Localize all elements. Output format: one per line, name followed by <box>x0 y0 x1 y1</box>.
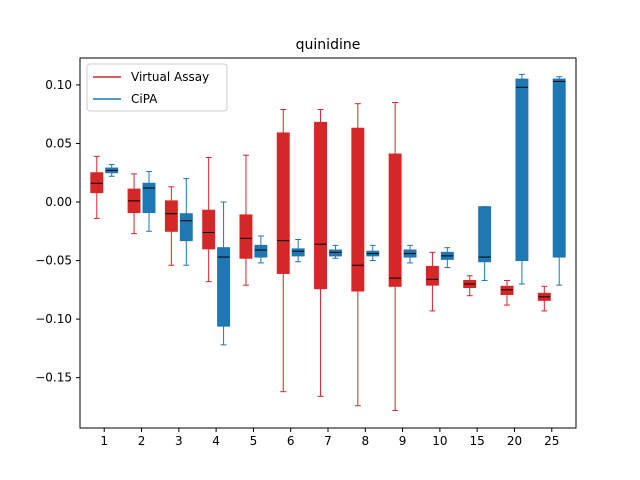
box-cipa-25 <box>552 76 566 286</box>
x-tick-label: 10 <box>432 434 447 448</box>
x-tick-label: 25 <box>544 434 559 448</box>
box-virtual-assay-25 <box>537 285 551 312</box>
x-tick-label: 9 <box>399 434 407 448</box>
box-body <box>515 78 529 262</box>
x-tick-label: 5 <box>250 434 258 448</box>
axes: 1 2 3 4 5 6 7 8 9 10 15 20 25 0.10 0.05 0.00 −0.05 −0.10 −… <box>35 57 577 448</box>
x-tick-label: 6 <box>287 434 295 448</box>
y-tick-label: −0.15 <box>35 371 72 385</box>
box-virtual-assay-3 <box>164 186 178 266</box>
box-body <box>202 209 216 250</box>
box-body <box>478 206 492 263</box>
box-body <box>142 182 156 214</box>
y-tick-label: −0.05 <box>35 254 72 268</box>
box-cipa-4 <box>217 201 231 346</box>
box-body <box>314 121 328 290</box>
box-virtual-assay-4 <box>202 157 216 283</box>
box-body <box>164 200 178 232</box>
box-body <box>291 248 305 257</box>
plot-area <box>90 73 566 411</box>
box-body <box>552 78 566 258</box>
box-body <box>425 265 439 286</box>
box-virtual-assay-20 <box>500 279 514 306</box>
y-tick-label: 0.05 <box>45 136 72 150</box>
box-virtual-assay-2 <box>127 173 141 235</box>
x-tick-label: 3 <box>175 434 183 448</box>
box-virtual-assay-15 <box>463 275 477 297</box>
legend-label-virtual-assay: Virtual Assay <box>131 70 209 84</box>
box-body <box>351 127 365 292</box>
box-cipa-2 <box>142 171 156 232</box>
box-cipa-5 <box>254 235 268 264</box>
legend-label-cipa: CiPA <box>131 92 158 106</box>
box-cipa-15 <box>478 206 492 281</box>
box-cipa-8 <box>366 244 380 262</box>
x-tick-label: 7 <box>324 434 332 448</box>
box-cipa-7 <box>328 244 342 259</box>
legend-box <box>86 63 228 112</box>
box-body <box>179 213 193 242</box>
y-tick-label: 0.10 <box>45 78 72 92</box>
x-tick-label: 1 <box>100 434 108 448</box>
box-body <box>254 244 268 258</box>
box-virtual-assay-6 <box>276 109 290 393</box>
box-body <box>90 172 104 194</box>
box-cipa-10 <box>440 247 454 269</box>
box-body <box>276 132 290 274</box>
y-tick-label: −0.10 <box>35 312 72 326</box>
box-cipa-3 <box>179 178 193 266</box>
box-virtual-assay-1 <box>90 155 104 219</box>
x-tick-label: 20 <box>507 434 522 448</box>
box-cipa-9 <box>403 244 417 264</box>
box-body <box>328 249 342 257</box>
chart-title: quinidine <box>296 37 361 53</box>
y-tick-label: 0.00 <box>45 195 72 209</box>
box-virtual-assay-9 <box>388 101 402 411</box>
legend: Virtual Assay CiPA <box>86 63 228 112</box>
box-virtual-assay-8 <box>351 103 365 407</box>
box-cipa-20 <box>515 73 529 285</box>
box-virtual-assay-7 <box>314 109 328 397</box>
x-tick-label: 8 <box>361 434 369 448</box>
box-body <box>388 153 402 287</box>
x-tick-label: 15 <box>470 434 485 448</box>
box-body <box>217 247 231 327</box>
box-body <box>500 285 514 296</box>
box-cipa-1 <box>105 164 119 177</box>
box-virtual-assay-5 <box>239 154 253 286</box>
box-cipa-6 <box>291 238 305 263</box>
x-tick-label: 2 <box>138 434 146 448</box>
box-virtual-assay-10 <box>425 251 439 312</box>
box-body <box>239 214 253 259</box>
x-tick-label: 4 <box>212 434 220 448</box>
